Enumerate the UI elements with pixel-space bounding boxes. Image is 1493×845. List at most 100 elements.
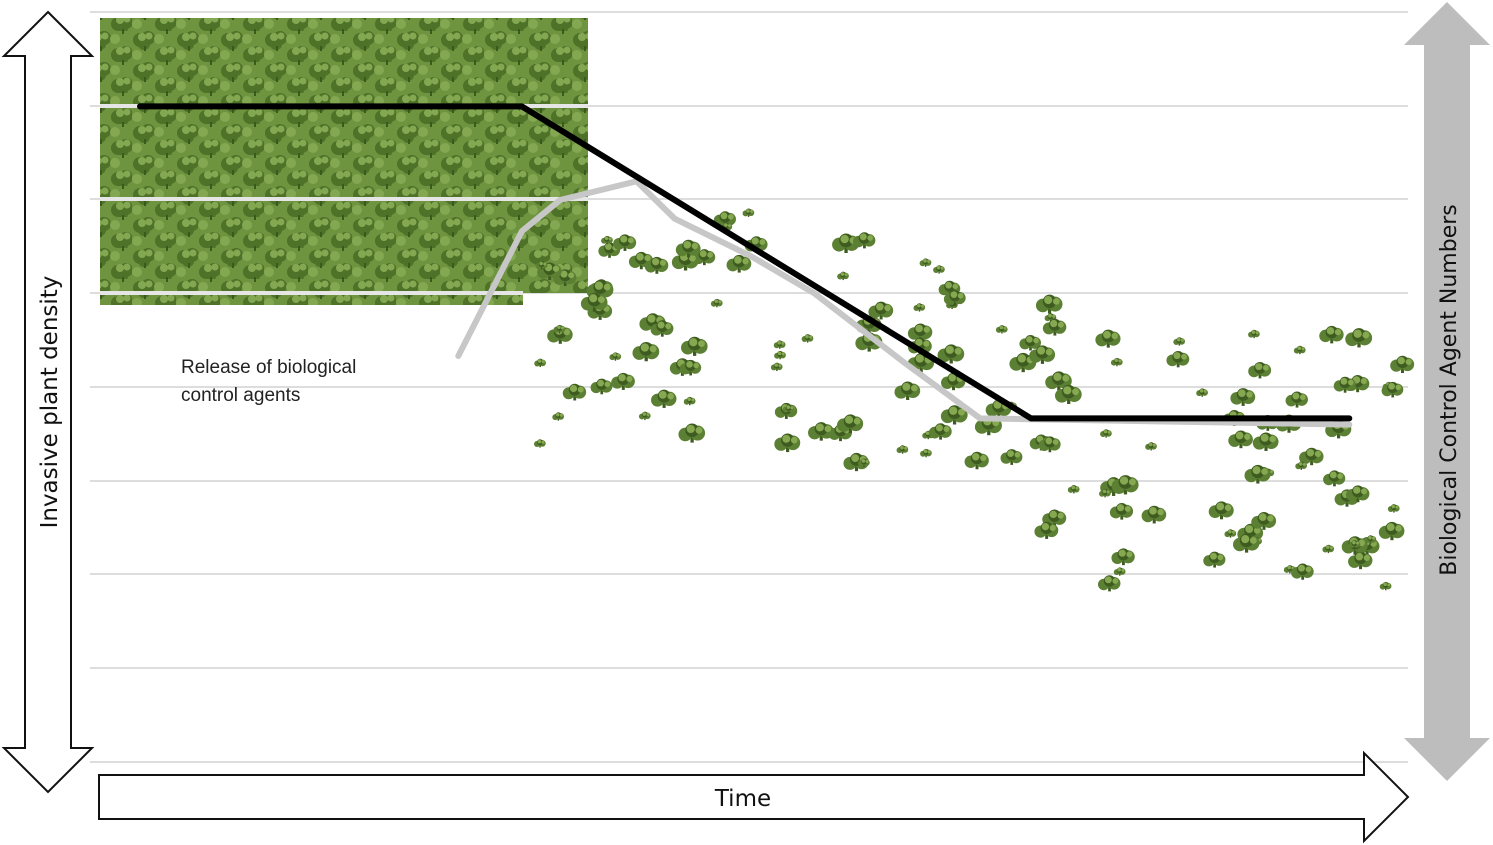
shrub-icon	[650, 320, 674, 337]
shrub-icon	[837, 271, 849, 281]
shrub-icon	[1067, 485, 1080, 494]
shrub-icon	[1095, 329, 1121, 348]
shrub-icon	[1100, 429, 1112, 438]
shrub-icon	[1345, 485, 1370, 503]
shrub-icon	[894, 381, 921, 401]
shrub-icon	[1099, 488, 1111, 498]
shrub-icon	[742, 208, 755, 217]
shrub-icon	[907, 323, 933, 341]
shrub-icon	[1283, 565, 1296, 574]
shrub-icon	[1319, 325, 1344, 344]
shrub-icon	[535, 260, 548, 270]
shrub-icon	[1233, 533, 1260, 553]
double-arrow-icon	[1, 10, 95, 794]
shrub-icon	[713, 211, 736, 228]
shrub-icon	[678, 423, 706, 443]
shrub-icon	[896, 445, 909, 454]
shrub-icon	[726, 254, 752, 273]
shrub-icon	[938, 280, 961, 297]
shrub-icon	[1110, 357, 1123, 367]
shrub-icon	[601, 235, 613, 245]
shrub-icon	[940, 405, 968, 425]
shrub-icon	[1111, 475, 1139, 495]
shrub-icon	[644, 256, 669, 274]
shrub-icon	[857, 458, 870, 467]
shrub-icon	[679, 359, 702, 376]
shrub-icon	[808, 422, 834, 441]
shrub-icon	[985, 399, 1012, 418]
shrub-icon	[1293, 345, 1306, 355]
shrub-icon	[1333, 376, 1356, 393]
double-arrow-icon	[1404, 2, 1490, 781]
shrub-icon	[552, 412, 565, 421]
y-left-axis-label: Invasive plant density	[37, 276, 63, 529]
shrub-icon	[1166, 350, 1190, 368]
shrub-icon	[1348, 540, 1361, 549]
shrub-icon	[1251, 512, 1277, 530]
shrub-icon	[1381, 381, 1404, 398]
shrub-icon	[943, 290, 966, 306]
shrub-icon	[553, 324, 566, 334]
shrub-icon	[1248, 361, 1272, 379]
shrub-icon	[1203, 551, 1226, 568]
shrub-icon	[683, 396, 696, 406]
shrub-icon	[613, 234, 637, 251]
shrub-icon	[995, 325, 1008, 334]
release-annotation: Release of biological control agents	[181, 357, 356, 406]
shrub-icon	[1224, 529, 1237, 538]
shrub-icon	[1029, 345, 1056, 364]
shrub-icon	[562, 383, 587, 401]
shrub-icon	[1323, 470, 1346, 487]
shrub-icon	[868, 301, 894, 320]
right-arrow-icon	[98, 750, 1410, 844]
shrub-icon	[1285, 391, 1308, 408]
shrub-icon	[1208, 501, 1234, 520]
shrub-icon	[773, 340, 786, 349]
shrub-icon	[590, 378, 613, 395]
right-axis-arrow: Biological Control Agent Numbers	[1404, 2, 1490, 781]
dense-vegetation	[100, 18, 588, 305]
shrub-icon	[1348, 551, 1373, 570]
shrub-icon	[774, 350, 786, 360]
shrub-icon	[1173, 337, 1186, 346]
shrub-icon	[1345, 328, 1373, 348]
shrub-icon	[1042, 509, 1067, 527]
shrub-icon	[937, 344, 965, 364]
shrub-icon	[675, 239, 701, 258]
shrub-icon	[920, 448, 932, 458]
shrub-icon	[1097, 575, 1121, 592]
shrub-icon	[1248, 329, 1260, 339]
left-axis-arrow: Invasive plant density	[1, 10, 95, 794]
shrub-icon	[1035, 294, 1063, 314]
shrub-icon	[609, 352, 622, 361]
shrub-icon	[580, 292, 608, 312]
shrub-icon	[1228, 430, 1253, 449]
shrub-icon	[1145, 442, 1157, 451]
shrub-icon	[770, 362, 783, 372]
shrub-icon	[928, 423, 952, 440]
shrub-icon	[1113, 567, 1126, 576]
shrub-icon	[1000, 449, 1023, 465]
time-axis-arrow: Time	[98, 750, 1410, 844]
shrub-icon	[534, 439, 546, 448]
shrub-icon	[1322, 544, 1335, 554]
shrub-icon	[1055, 384, 1082, 404]
shrub-icon	[1244, 464, 1271, 484]
shrub-icon	[852, 232, 876, 249]
shrub-icon	[638, 411, 651, 421]
shrub-icon	[919, 258, 932, 267]
shrub-icon	[1111, 548, 1135, 566]
shrub-icon	[1045, 371, 1072, 391]
shrub-icon	[1378, 521, 1405, 541]
shrub-icon	[611, 372, 635, 390]
shrub-icon	[651, 389, 677, 408]
agent-numbers-line	[455, 178, 1353, 428]
shrub-icon	[1042, 318, 1067, 336]
shrub-icon	[1379, 581, 1392, 591]
y-right-axis-label: Biological Control Agent Numbers	[1437, 204, 1462, 575]
shrub-icon	[774, 433, 801, 453]
shrub-icon	[913, 303, 926, 312]
plant-density-line	[137, 103, 1353, 422]
shrub-icon	[1141, 505, 1167, 524]
